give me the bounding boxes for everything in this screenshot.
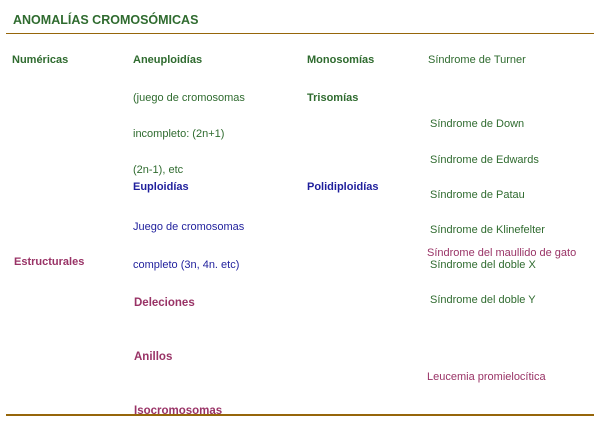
deleciones-example: Síndrome del maullido de gato: [427, 247, 577, 259]
list-item: Síndrome de Patau: [430, 188, 525, 201]
subcategory-trisomias: Trisomías: [307, 92, 359, 104]
structural-examples-list: Leucemia promielocítica Síndrome de Down…: [427, 326, 546, 429]
list-item: Anillos: [134, 351, 173, 363]
category-numericas: Numéricas: [12, 54, 69, 66]
bottom-divider: [6, 414, 594, 416]
euploidias-description-line: Juego de cromosomas: [133, 221, 245, 233]
euploidias-description-line: completo (3n, 4n. etc): [133, 258, 240, 271]
subcategory-euploidias: Euploidías: [133, 181, 189, 193]
list-item: Síndrome de Edwards: [430, 153, 539, 166]
list-item: Síndrome de Down: [430, 118, 525, 131]
euploidias-description: Juego de cromosomas completo (3n, 4n. et…: [133, 196, 244, 296]
trisomias-examples-list: Síndrome de Down Síndrome de Edwards Sín…: [430, 96, 545, 330]
list-item: Síndrome de Klinefelter: [430, 223, 545, 236]
aneuploidias-description-line: (juego de cromosomas: [133, 92, 245, 104]
subcategory-aneuploidias: Aneuploidías: [133, 54, 203, 66]
top-divider: [6, 32, 594, 34]
list-item: Isocromosomas: [134, 405, 223, 417]
list-item: Síndrome del doble X: [430, 258, 536, 271]
list-item: Deleciones: [134, 297, 195, 309]
aneuploidias-description-line: incompleto: (2n+1): [133, 128, 225, 140]
page-title: ANOMALÍAS CROMOSÓMICAS: [13, 13, 199, 27]
monosomias-example: Síndrome de Turner: [428, 54, 526, 66]
subcategory-polidiploidias: Polidiploidías: [307, 181, 379, 193]
list-item: Síndrome del doble Y: [430, 293, 536, 306]
structural-types-list: Deleciones Anillos Isocromosomas Inversi…: [134, 258, 310, 429]
aneuploidias-description: (juego de cromosomas incompleto: (2n+1) …: [133, 68, 245, 200]
aneuploidias-description-line: (2n-1), etc: [133, 164, 184, 176]
list-item: Leucemia promielocítica: [427, 371, 546, 383]
category-estructurales: Estructurales: [14, 256, 85, 268]
subcategory-monosomias: Monosomías: [307, 54, 375, 66]
